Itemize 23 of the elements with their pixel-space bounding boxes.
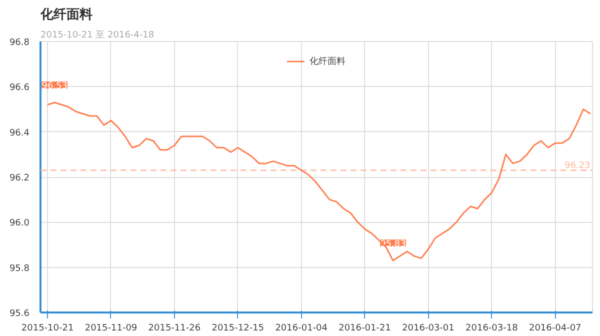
x-tick-label: 2015-11-26 (148, 324, 201, 334)
chart-subtitle: 2015-10-21 至 2016-4-18 (40, 30, 154, 40)
y-tick-label: 95.6 (9, 309, 30, 319)
x-tick-label: 2015-12-15 (212, 324, 264, 334)
x-tick-label: 2015-10-21 (21, 324, 74, 334)
y-tick-label: 96.0 (9, 218, 30, 229)
x-tick-label: 2015-11-09 (84, 324, 138, 334)
y-tick-label: 95.8 (9, 264, 30, 274)
y-tick-label: 96.4 (9, 128, 30, 138)
x-tick-label: 2016-03-18 (466, 324, 518, 334)
x-tick-label: 2016-01-21 (338, 324, 391, 334)
chart-title: 化纤面料 (40, 8, 92, 22)
y-tick-label: 96.8 (9, 38, 30, 48)
x-tick-label: 2016-03-01 (402, 324, 454, 334)
annotation: 96.53 (42, 81, 68, 92)
annotation: 95.83 (380, 240, 406, 250)
y-tick-label: 96.2 (9, 174, 30, 184)
legend-label: 化纤面料 (310, 56, 346, 68)
ref-line-label: 96.23 (564, 161, 590, 172)
x-tick-label: 2016-04-07 (528, 324, 582, 334)
y-tick-label: 96.6 (9, 83, 30, 94)
x-tick-label: 2016-01-04 (275, 324, 328, 334)
line-series (46, 102, 592, 262)
